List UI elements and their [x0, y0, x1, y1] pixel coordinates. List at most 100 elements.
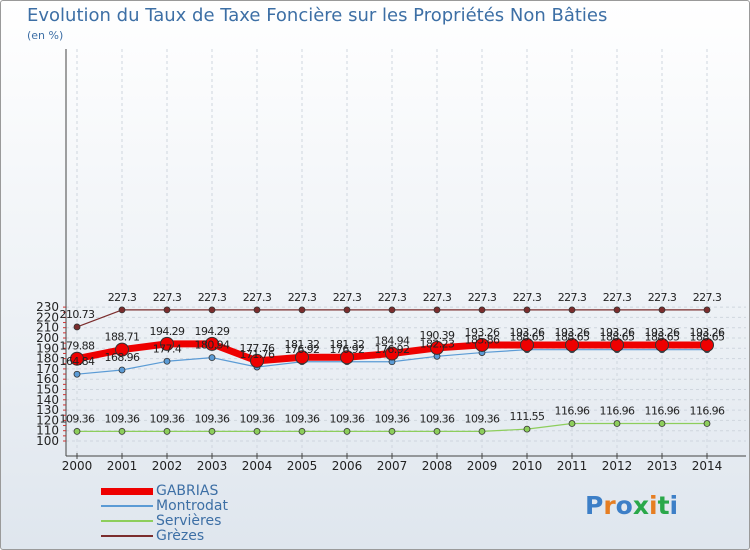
data-label: 181.32 — [330, 338, 365, 351]
data-label: 193.26 — [690, 326, 725, 339]
data-label: 227.3 — [153, 291, 182, 304]
legend-item: Servières — [101, 513, 301, 529]
data-label: 109.36 — [195, 412, 230, 425]
data-label: 176.92 — [330, 343, 365, 356]
data-point — [568, 420, 576, 427]
x-tick-label: 2011 — [557, 459, 588, 473]
data-label: 227.3 — [423, 291, 452, 304]
legend-item: GABRIAS — [101, 483, 301, 499]
legend-item: Montrodat — [101, 498, 301, 514]
y-tick-label: 230 — [36, 300, 59, 314]
x-tick-label: 2009 — [467, 459, 498, 473]
data-point — [430, 340, 444, 355]
data-point — [658, 420, 666, 427]
data-point — [523, 306, 531, 314]
data-label: 184.94 — [375, 335, 410, 348]
logo-letter: x — [632, 491, 649, 520]
data-point — [703, 306, 711, 314]
data-point — [388, 306, 396, 314]
data-label: 188.71 — [105, 331, 140, 344]
logo-letter: i — [669, 491, 679, 520]
data-point — [523, 425, 531, 433]
data-label: 227.3 — [333, 291, 362, 304]
data-point — [700, 337, 714, 352]
y-tick-label: 200 — [36, 331, 59, 345]
data-label: 227.3 — [513, 291, 542, 304]
y-tick-label: 170 — [36, 362, 59, 376]
data-labels: 210.73 227.3 227.3 227.3 227.3 227.3 227.3 227.… — [60, 291, 726, 425]
data-label: 188.65 — [690, 331, 725, 344]
data-point — [253, 306, 261, 314]
data-label: 177.76 — [240, 342, 275, 355]
legend-swatch — [101, 535, 153, 537]
data-label: 227.3 — [288, 291, 317, 304]
x-tick-label: 2008 — [422, 459, 453, 473]
data-point — [73, 370, 81, 378]
legend-swatch — [101, 487, 153, 495]
data-point — [205, 336, 219, 351]
data-label: 116.96 — [690, 405, 725, 418]
data-label: 193.26 — [465, 326, 500, 339]
legend-swatch — [101, 520, 153, 522]
legend-swatch — [101, 505, 153, 507]
data-label: 193.26 — [510, 326, 545, 339]
data-label: 109.36 — [285, 412, 320, 425]
x-tick-label: 2002 — [152, 459, 183, 473]
data-label: 181.32 — [285, 338, 320, 351]
y-tick-label: 110 — [36, 424, 59, 438]
data-label: 188.65 — [645, 331, 680, 344]
data-point — [250, 353, 264, 368]
data-point — [343, 427, 351, 435]
y-tick-label: 140 — [36, 393, 59, 407]
data-label: 109.36 — [465, 412, 500, 425]
series-lines — [70, 306, 714, 435]
x-tick-label: 2006 — [332, 459, 363, 473]
data-label: 185.86 — [465, 334, 500, 347]
y-tick-label: 150 — [36, 383, 59, 397]
data-label: 227.3 — [558, 291, 587, 304]
data-point — [478, 427, 486, 435]
data-label: 109.36 — [375, 412, 410, 425]
data-label: 227.3 — [243, 291, 272, 304]
data-point — [703, 420, 711, 427]
data-label: 227.3 — [693, 291, 722, 304]
y-tick-label: 220 — [36, 310, 59, 324]
data-point — [475, 337, 489, 352]
x-tick-label: 2001 — [107, 459, 138, 473]
data-point — [208, 354, 216, 362]
data-label: 227.3 — [648, 291, 677, 304]
data-point — [160, 336, 174, 351]
data-label: 188.65 — [510, 331, 545, 344]
data-point — [295, 350, 309, 365]
legend-label: GABRIAS — [156, 483, 219, 499]
data-label: 194.29 — [150, 325, 185, 338]
data-label: 179.88 — [60, 340, 95, 353]
x-tick-label: 2000 — [62, 459, 93, 473]
data-label: 177.4 — [153, 342, 182, 355]
logo-letter: o — [615, 491, 633, 520]
data-label: 227.3 — [198, 291, 227, 304]
data-point — [655, 337, 669, 352]
data-label: 171.76 — [240, 348, 275, 361]
data-label: 190.39 — [420, 329, 455, 342]
data-label: 109.36 — [420, 412, 455, 425]
data-point — [565, 337, 579, 352]
data-label: 109.36 — [240, 412, 275, 425]
legend-item: Grèzes — [101, 528, 301, 544]
x-tick-label: 2012 — [602, 459, 633, 473]
data-point — [115, 342, 129, 357]
data-point — [253, 427, 261, 435]
data-label: 227.3 — [378, 291, 407, 304]
x-tick-label: 2007 — [377, 459, 408, 473]
data-label: 111.55 — [510, 410, 545, 423]
data-label: 180.94 — [195, 339, 230, 352]
y-axis-unit-label: (en %) — [27, 29, 64, 42]
x-tick-label: 2010 — [512, 459, 543, 473]
data-label: 176.92 — [285, 343, 320, 356]
data-point — [70, 351, 84, 366]
legend-label: Servières — [156, 513, 222, 529]
y-tick-label: 210 — [36, 321, 59, 335]
logo-letter: i — [649, 491, 658, 520]
data-point — [73, 323, 81, 331]
